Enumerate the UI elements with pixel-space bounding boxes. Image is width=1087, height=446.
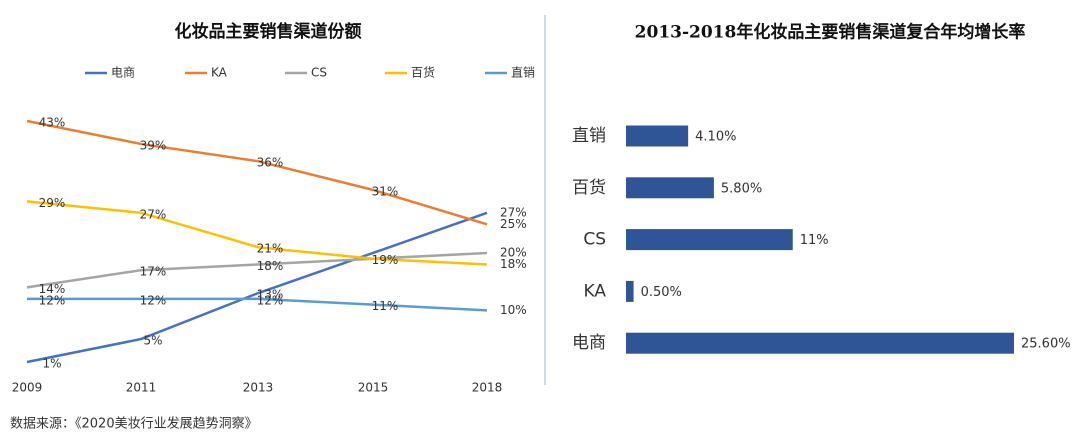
data-label: 43% [39,116,66,130]
data-label: 36% [257,156,284,170]
data-label: 11% [372,299,399,313]
data-label: 31% [372,184,399,198]
data-label: 29% [39,196,66,210]
x-tick-label: 2013 [243,381,274,395]
category-label: 直销 [572,126,606,146]
series-line [26,251,488,289]
bar [626,125,689,147]
data-label: 19% [372,253,399,267]
bar [626,332,1014,354]
data-label: 18% [257,259,284,273]
category-label: KA [584,281,607,301]
line-chart-title: 化妆品主要销售渠道份额 [175,21,362,42]
data-label: 0.50% [641,285,682,300]
data-label: 12% [140,293,167,307]
bar [626,229,793,251]
source-note: 数据来源：《2020美妆行业发展趋势洞察》 [10,416,258,432]
legend-label: 直销 [511,66,535,80]
data-label: 4.10% [695,130,736,145]
data-label: 11% [800,233,829,248]
legend-label: CS [311,66,327,80]
data-label: 14% [39,282,66,296]
category-label: CS [583,230,606,250]
data-label: 18% [500,257,527,271]
legend-label: 百货 [411,65,435,80]
bar [626,177,714,199]
data-label: 25.60% [1021,337,1071,352]
x-tick-label: 2011 [126,381,157,395]
data-label: 5% [143,334,162,348]
data-label: 10% [500,303,527,317]
series-line [27,297,488,312]
data-label: 25% [500,217,527,231]
bar [626,280,634,302]
legend-label: 电商 [111,65,135,80]
data-label: 17% [140,265,167,279]
x-tick-label: 2009 [12,381,43,395]
data-label: 21% [257,242,284,256]
category-label: 电商 [572,333,606,353]
data-label: 12% [257,293,284,307]
x-tick-label: 2018 [472,381,503,395]
data-label: 27% [140,207,167,221]
x-tick-label: 2015 [358,381,389,395]
data-label: 39% [140,138,167,152]
series-line [26,200,488,266]
category-label: 百货 [572,178,606,198]
data-label: 20% [500,245,527,259]
bar-chart-title: 2013-2018年化妆品主要销售渠道复合年均增长率 [635,22,1026,43]
series-line [26,119,488,226]
data-label: 12% [39,293,66,307]
legend-label: KA [211,66,228,80]
series-line [26,211,488,364]
data-label: 5.80% [721,181,762,196]
data-label: 27% [500,205,527,219]
data-label: 1% [42,357,61,371]
